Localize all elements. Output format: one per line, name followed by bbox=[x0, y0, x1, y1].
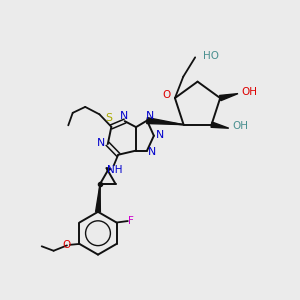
Text: N: N bbox=[156, 130, 164, 140]
Polygon shape bbox=[96, 184, 100, 212]
Text: N: N bbox=[97, 139, 105, 148]
Polygon shape bbox=[106, 168, 110, 172]
Text: HO: HO bbox=[203, 51, 220, 61]
Text: N: N bbox=[120, 111, 128, 121]
Text: O: O bbox=[63, 240, 71, 250]
Text: N: N bbox=[146, 111, 154, 122]
Text: OH: OH bbox=[242, 87, 258, 97]
Text: F: F bbox=[128, 216, 134, 226]
Polygon shape bbox=[147, 118, 184, 125]
Text: N: N bbox=[148, 147, 157, 157]
Text: NH: NH bbox=[106, 165, 122, 175]
Text: S: S bbox=[105, 113, 112, 123]
Text: OH: OH bbox=[232, 122, 248, 131]
Text: O: O bbox=[163, 89, 171, 100]
Polygon shape bbox=[220, 94, 238, 101]
Polygon shape bbox=[211, 122, 229, 128]
